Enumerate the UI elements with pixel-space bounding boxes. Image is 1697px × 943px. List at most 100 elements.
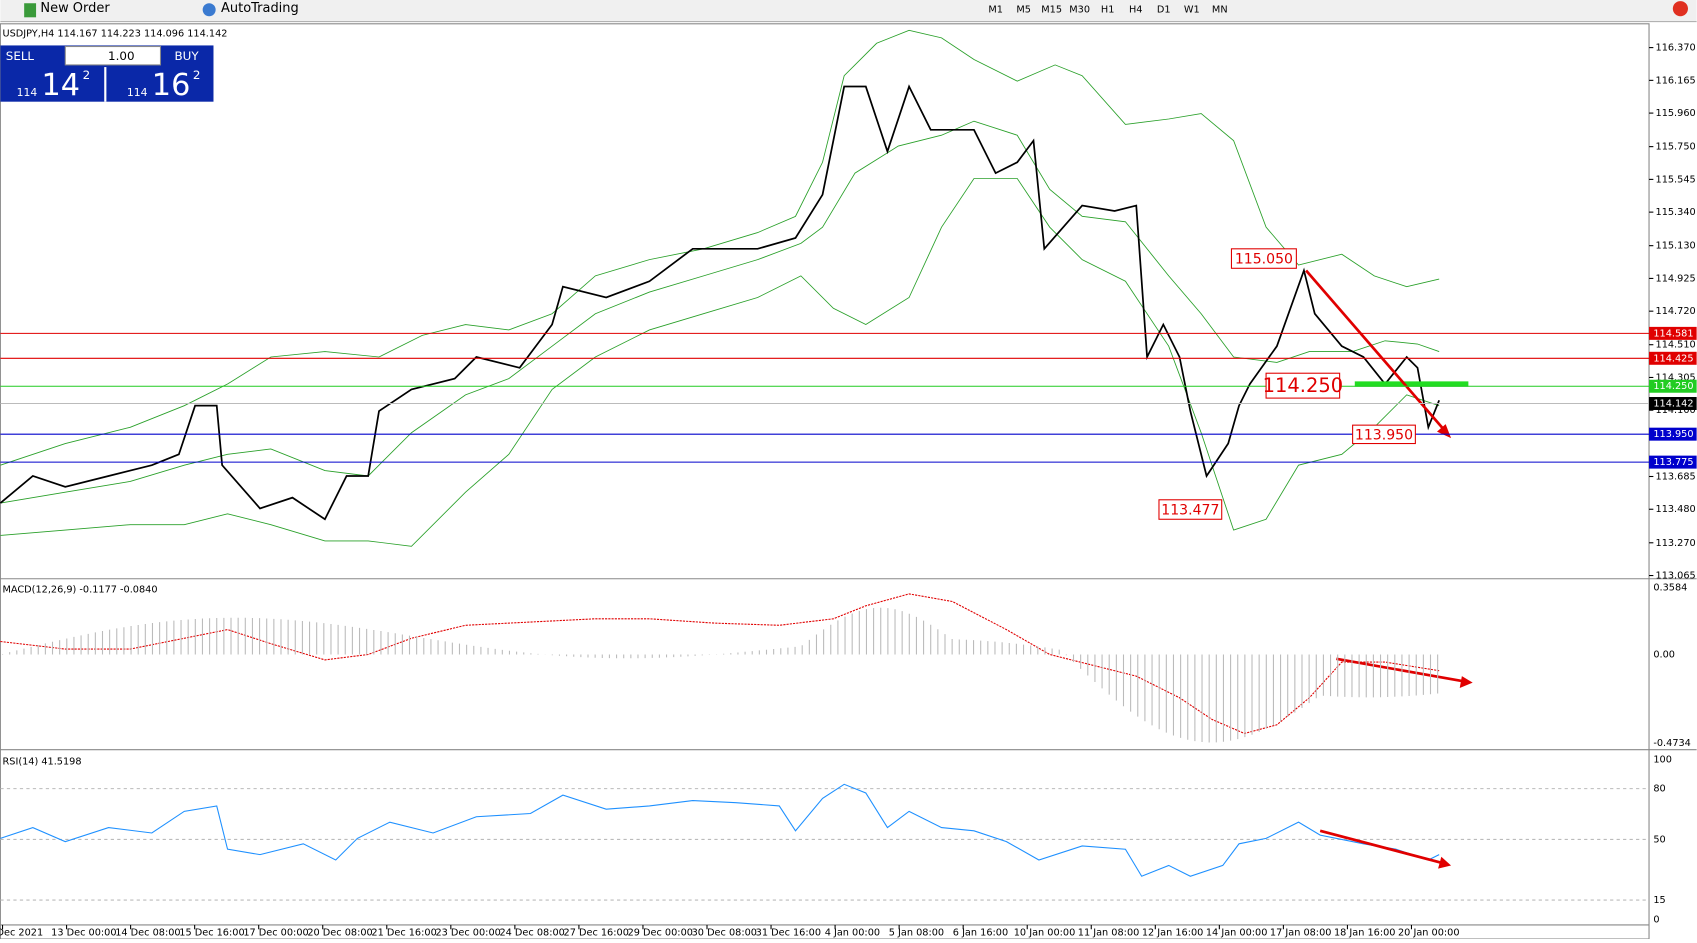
timeframe-button[interactable]: M5 — [1016, 5, 1031, 16]
sell-price: 14 — [41, 68, 80, 103]
price-tick-label: 115.960 — [1656, 108, 1696, 119]
date-label: 14 Jan 00:00 — [1206, 928, 1268, 939]
rsi-pane — [0, 783, 1650, 901]
price-tick-label: 114.720 — [1656, 306, 1696, 317]
notification-icon[interactable] — [1672, 1, 1688, 17]
date-label: 13 Dec 00:00 — [51, 928, 116, 939]
lot-value: 1.00 — [108, 49, 134, 63]
macd-histogram — [1, 607, 1439, 743]
date-label: 4 Jan 00:00 — [825, 928, 880, 939]
trade-panel: SELL BUY 1.00 114 14 2 114 16 2 — [0, 45, 214, 103]
level-tag — [1649, 351, 1697, 365]
date-label: 10 Jan 00:00 — [1014, 928, 1076, 939]
date-label: 17 Jan 08:00 — [1270, 928, 1332, 939]
level-tag — [1649, 326, 1697, 340]
price-path — [0, 84, 1440, 521]
date-label: 11 Jan 08:00 — [1078, 928, 1140, 939]
macd-tick-label: -0.4734 — [1653, 738, 1691, 749]
timeframe-button[interactable]: M1 — [988, 5, 1003, 16]
price-annotation-box — [1352, 424, 1416, 445]
price-tick-label: 115.545 — [1656, 174, 1696, 185]
level-tag — [1649, 455, 1697, 469]
price-tick-label: 113.270 — [1656, 538, 1696, 549]
bollinger-upper — [0, 29, 1440, 466]
macd-tick-label: 0.3584 — [1653, 582, 1687, 593]
date-label: 6 Jan 16:00 — [953, 928, 1008, 939]
price-annotation: 113.950 — [1355, 427, 1413, 443]
price-annotation-box — [1230, 248, 1297, 269]
date-label: 5 Jan 08:00 — [889, 928, 944, 939]
price-tick-label: 113.480 — [1656, 504, 1696, 515]
timeframe-button[interactable]: M30 — [1069, 5, 1090, 16]
level-tag — [1649, 427, 1697, 441]
level-tag — [1649, 379, 1697, 393]
level-tag-label: 114.250 — [1653, 381, 1693, 392]
date-label: 20 Dec 08:00 — [307, 928, 372, 939]
timeframe-button[interactable]: D1 — [1157, 5, 1171, 16]
price-tick-label: 114.925 — [1656, 273, 1696, 284]
sell-pip: 2 — [83, 68, 91, 82]
chart-area — [0, 23, 1650, 940]
price-tick-label: 115.130 — [1656, 241, 1696, 252]
price-annotation: 115.050 — [1235, 252, 1293, 268]
sell-button[interactable]: SELL — [6, 49, 35, 63]
date-label: 23 Dec 00:00 — [435, 928, 500, 939]
price-tick-label: 114.510 — [1656, 340, 1696, 351]
price-tick-label: 114.100 — [1656, 405, 1696, 416]
buy-pip: 2 — [193, 68, 201, 82]
new-order-label[interactable]: New Order — [40, 1, 110, 16]
level-tag-label: 113.950 — [1653, 429, 1693, 440]
timeframe-button[interactable]: H4 — [1129, 5, 1143, 16]
level-tag-label: 114.581 — [1653, 328, 1693, 339]
price-tick-label: 115.750 — [1656, 142, 1696, 153]
trend-arrow — [1305, 269, 1447, 433]
buy-button[interactable]: BUY — [175, 49, 200, 63]
price-tick-label: 113.065 — [1656, 571, 1696, 582]
price-tick-label: 116.370 — [1656, 43, 1696, 54]
price-tick-label: 116.165 — [1656, 75, 1696, 86]
bollinger-lower — [0, 178, 1440, 547]
date-label: 30 Dec 08:00 — [692, 928, 757, 939]
date-label: 31 Dec 16:00 — [756, 928, 821, 939]
price-annotation: 113.477 — [1161, 503, 1219, 519]
rsi-label: RSI(14) 41.5198 — [3, 757, 82, 768]
timeframe-button[interactable]: H1 — [1101, 5, 1115, 16]
price-annotation-box — [1265, 372, 1341, 399]
rsi-tick-label: 100 — [1653, 754, 1672, 765]
macd-label: MACD(12,26,9) -0.1177 -0.0840 — [3, 585, 158, 596]
price-tick-label: 113.685 — [1656, 471, 1696, 482]
date-label: 15 Dec 16:00 — [179, 928, 244, 939]
price-annotation: 114.250 — [1263, 374, 1344, 397]
macd-tick-label: 0.00 — [1653, 649, 1675, 660]
panel-divider — [104, 67, 107, 102]
level-tag — [1649, 397, 1697, 410]
timeframe-button[interactable]: W1 — [1184, 5, 1200, 16]
lot-input[interactable] — [64, 45, 162, 66]
timeframe-button[interactable]: MN — [1212, 5, 1228, 16]
buy-prefix: 114 — [127, 86, 148, 99]
symbol-info: USDJPY,H4 114.167 114.223 114.096 114.14… — [3, 29, 228, 40]
date-label: 18 Jan 16:00 — [1334, 928, 1396, 939]
timeframe-button[interactable]: M15 — [1041, 5, 1062, 16]
arrow-head — [1438, 856, 1452, 869]
date-label: Dec 2021 — [0, 928, 43, 939]
level-tag-label: 114.425 — [1653, 353, 1693, 364]
sell-prefix: 114 — [17, 86, 38, 99]
macd-arrow — [1336, 657, 1466, 683]
date-label: 12 Jan 16:00 — [1142, 928, 1204, 939]
date-label: 20 Jan 00:00 — [1398, 928, 1460, 939]
new-order-icon — [24, 3, 37, 18]
price-tick-label: 114.305 — [1656, 372, 1696, 383]
date-label: 27 Dec 16:00 — [564, 928, 629, 939]
rsi-tick-label: 80 — [1653, 784, 1665, 795]
autotrading-label[interactable]: AutoTrading — [221, 1, 299, 16]
rsi-tick-label: 15 — [1653, 895, 1665, 906]
date-label: 14 Dec 08:00 — [115, 928, 180, 939]
rsi-line — [0, 783, 1440, 877]
toolbar — [0, 0, 1697, 22]
buy-price: 16 — [152, 68, 191, 103]
date-label: 29 Dec 00:00 — [628, 928, 693, 939]
rsi-tick-label: 50 — [1653, 834, 1665, 845]
date-label: 24 Dec 08:00 — [499, 928, 564, 939]
